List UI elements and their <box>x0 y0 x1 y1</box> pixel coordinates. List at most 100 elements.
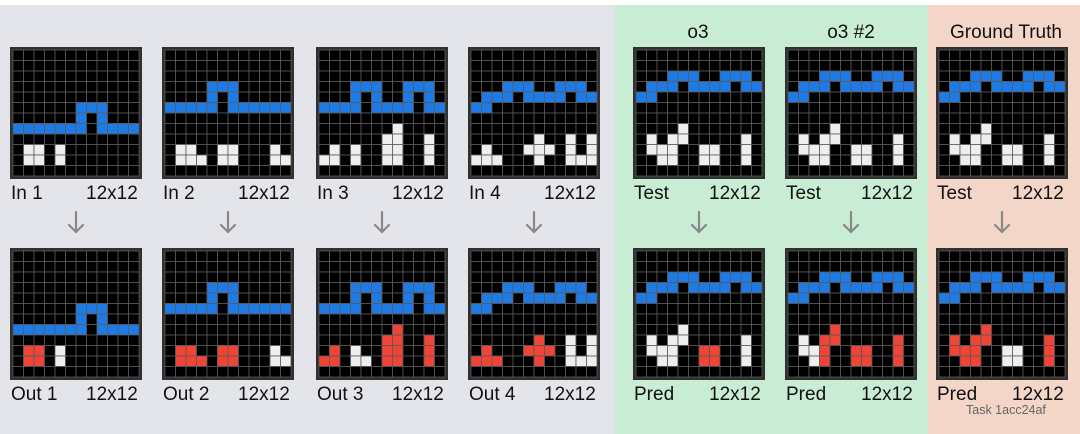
grid-cell <box>861 144 873 156</box>
grid-cell <box>751 313 763 325</box>
grid-cell <box>117 271 129 283</box>
grid-cell <box>339 91 351 103</box>
grid-cell <box>54 123 66 135</box>
grid-cell <box>360 112 372 124</box>
grid-cell <box>575 49 587 61</box>
grid-cell <box>709 303 721 315</box>
grid-cell <box>840 313 852 325</box>
grid-cell <box>523 292 535 304</box>
grid-cell <box>991 154 1003 166</box>
grid-cell <box>565 154 577 166</box>
grid-cell <box>829 49 841 61</box>
grid-cell <box>709 102 721 114</box>
grid-cell <box>491 292 503 304</box>
grid-cell <box>970 91 982 103</box>
grid-cell <box>698 81 710 93</box>
grid-cell <box>350 81 362 93</box>
grid-cell <box>164 49 176 61</box>
grid-cell <box>217 366 229 378</box>
grid-cell <box>959 355 971 367</box>
grid-cell <box>970 292 982 304</box>
grid-cell <box>719 282 731 294</box>
grid-cell <box>646 102 658 114</box>
grid-cell <box>980 282 992 294</box>
grid-cell <box>512 250 524 262</box>
grid-cell <box>544 366 556 378</box>
grid-cell <box>280 324 292 336</box>
grid-cell <box>128 49 140 61</box>
grid-cell <box>635 355 647 367</box>
grid-cell <box>586 133 598 145</box>
grid-cell <box>481 292 493 304</box>
grid-cell <box>318 292 330 304</box>
grid-cell <box>44 271 56 283</box>
grid-cell <box>434 133 446 145</box>
grid-cell <box>259 292 271 304</box>
grid-cell <box>1054 60 1066 72</box>
grid-cell <box>709 334 721 346</box>
grid-cell <box>808 154 820 166</box>
grid-cell <box>86 112 98 124</box>
grid-cell <box>882 282 894 294</box>
grid-cell <box>269 271 281 283</box>
grid-cell <box>434 345 446 357</box>
grid-cell <box>751 271 763 283</box>
grid-cell <box>656 271 668 283</box>
grid-cell <box>75 271 87 283</box>
grid-cell <box>1012 123 1024 135</box>
grid-cell <box>44 261 56 273</box>
grid-cell <box>871 123 883 135</box>
grid-cell <box>107 261 119 273</box>
grid-cell <box>970 123 982 135</box>
grid-cell <box>381 250 393 262</box>
grid-cell <box>227 123 239 135</box>
grid-cell <box>740 366 752 378</box>
grid-cell <box>227 49 239 61</box>
grid-cell <box>751 91 763 103</box>
grid-cell <box>882 123 894 135</box>
grid-cell <box>339 282 351 294</box>
grid-cell <box>892 313 904 325</box>
label-bottom-5: Pred <box>634 384 675 405</box>
grid-cell <box>23 313 35 325</box>
grid-cell <box>980 133 992 145</box>
grid-cell <box>882 154 894 166</box>
header-o3-2: o3 #2 <box>827 22 875 43</box>
grid-cell <box>392 123 404 135</box>
grid-cell <box>23 133 35 145</box>
grid-cell <box>840 102 852 114</box>
grid-cell <box>949 144 961 156</box>
grid-cell <box>850 345 862 357</box>
grid-cell <box>667 355 679 367</box>
grid-cell <box>635 313 647 325</box>
grid-cell <box>882 81 894 93</box>
grid-cell <box>259 313 271 325</box>
grid-cell <box>512 123 524 135</box>
grid-cell <box>1022 70 1034 82</box>
grid-cell <box>554 154 566 166</box>
grid-cell <box>44 81 56 93</box>
grid-cell <box>1033 144 1045 156</box>
grid-cell <box>840 271 852 283</box>
grid-cell <box>523 303 535 315</box>
grid-cell <box>117 303 129 315</box>
grid-cell <box>96 303 108 315</box>
grid-cell <box>1054 112 1066 124</box>
grid-cell <box>730 324 742 336</box>
grid-cell <box>402 123 414 135</box>
grid-cell <box>586 49 598 61</box>
grid-cell <box>698 91 710 103</box>
grid-cell <box>871 49 883 61</box>
grid-cell <box>819 313 831 325</box>
grid-cell <box>1022 165 1034 177</box>
grid-cell <box>698 133 710 145</box>
grid-cell <box>751 123 763 135</box>
grid-cell <box>1033 282 1045 294</box>
grid-cell <box>719 144 731 156</box>
grid-cell <box>871 334 883 346</box>
grid-cell <box>350 70 362 82</box>
grid-cell <box>709 91 721 103</box>
grid-cell <box>980 102 992 114</box>
grid-cell <box>481 271 493 283</box>
grid-cell <box>75 355 87 367</box>
